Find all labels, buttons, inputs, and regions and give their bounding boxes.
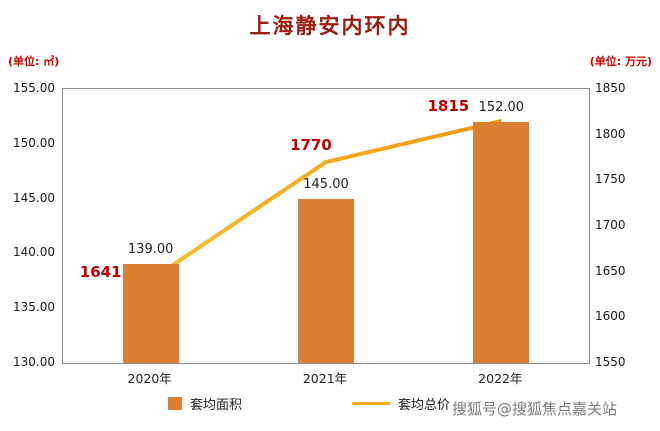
bar-value-label: 152.00: [478, 99, 525, 115]
axis-tick: 140.00: [13, 245, 55, 260]
x-axis-label: 2021年: [302, 371, 348, 386]
axis-tick: 1550: [595, 355, 626, 369]
right-axis-ticks: 1850 1800 1750 1700 1650 1600 1550: [595, 81, 655, 369]
axis-tick: 145.00: [13, 190, 55, 205]
axis-tick: 1750: [595, 172, 626, 187]
axis-tick: 1650: [595, 263, 626, 278]
legend-item-bar: 套均面积: [168, 394, 242, 413]
x-axis-label: 2020年: [127, 371, 172, 386]
area-bar: [473, 121, 530, 363]
axis-tick: 135.00: [13, 300, 55, 315]
axis-tick: 1850: [595, 81, 626, 95]
line-value-label: 1770: [290, 136, 332, 155]
area-bar: [122, 264, 179, 363]
bar-value-label: 139.00: [127, 242, 174, 258]
x-axis-label: 2022年: [478, 371, 523, 386]
axis-tick: 1600: [595, 309, 626, 324]
legend-bar-swatch: [168, 397, 182, 410]
axis-tick: 1800: [595, 126, 626, 141]
chart-legend: 套均面积 套均总价: [168, 394, 450, 413]
plot-area: 139.00 145.00 152.00 1641 1770 1815: [62, 88, 590, 364]
axis-tick: 1700: [595, 218, 626, 232]
axis-tick: 130.00: [13, 355, 55, 369]
legend-label: 套均总价: [398, 398, 451, 413]
x-axis-labels: 2020年 2021年 2022年: [62, 368, 588, 386]
left-axis-ticks: 155.00 150.00 145.00 140.00 135.00 130.00: [0, 81, 55, 369]
legend-line-swatch: [352, 402, 391, 405]
line-value-label: 1641: [79, 262, 122, 281]
legend-item-line: 套均总价: [352, 394, 450, 413]
chart-title: 上海静安内环内: [249, 14, 411, 38]
watermark-text: 搜狐号@搜狐焦点嘉关站: [452, 400, 618, 418]
right-axis-unit-label: (单位: 万元): [589, 55, 652, 68]
left-axis-unit-label: (单位: ㎡): [8, 55, 60, 68]
line-value-label: 1815: [427, 96, 470, 115]
area-bar: [298, 198, 354, 363]
axis-tick: 150.00: [13, 135, 55, 150]
legend-label: 套均面积: [190, 398, 243, 413]
axis-tick: 155.00: [13, 81, 55, 95]
bar-value-label: 145.00: [303, 176, 349, 192]
